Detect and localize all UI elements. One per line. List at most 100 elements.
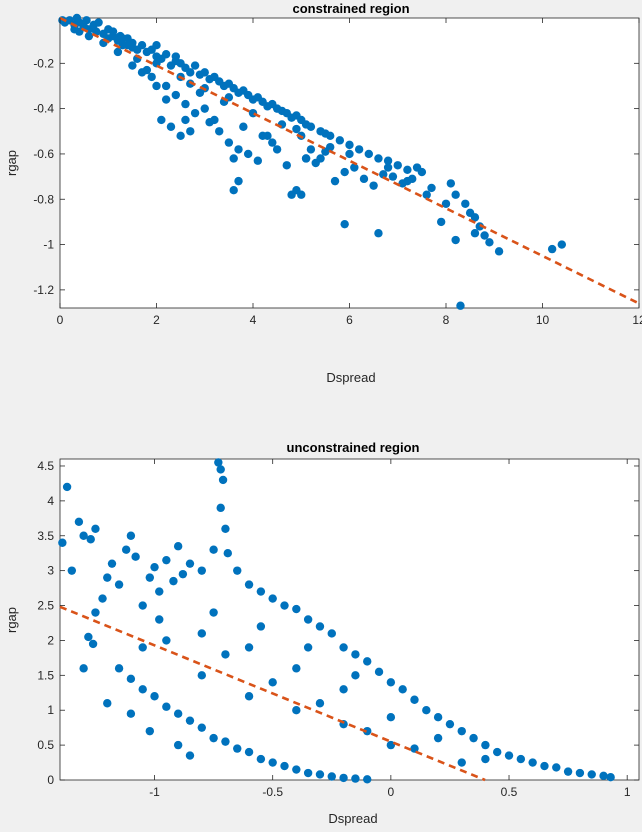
data-point — [363, 657, 372, 666]
data-point — [221, 650, 230, 659]
y-tick-label: 2.5 — [37, 599, 54, 613]
data-point — [494, 247, 504, 256]
data-point — [552, 763, 561, 772]
data-point — [470, 213, 480, 222]
data-point — [155, 615, 164, 624]
x-axis-ticks: 0 2 4 6 8 10 12 — [57, 18, 642, 327]
data-point — [547, 244, 557, 254]
data-point — [197, 629, 206, 638]
data-point — [243, 149, 253, 159]
data-point — [469, 733, 478, 743]
data-point — [422, 190, 431, 199]
data-point — [393, 161, 402, 170]
data-point — [383, 156, 393, 165]
data-point — [386, 712, 396, 722]
data-point — [303, 768, 313, 778]
y-tick-label: -1.2 — [33, 283, 54, 297]
data-point — [147, 72, 156, 82]
scatter-points — [58, 458, 615, 784]
data-point — [292, 664, 301, 673]
data-point — [351, 774, 360, 783]
y-axis-ticks: 0 0.5 1 1.5 2 2.5 3 3.5 4 4.5 — [37, 459, 639, 787]
data-point — [457, 726, 466, 736]
x-tick-label: -1 — [149, 785, 160, 799]
data-point — [190, 108, 200, 118]
data-point — [126, 709, 136, 718]
data-point — [422, 706, 431, 715]
data-point — [354, 145, 364, 154]
data-point — [575, 768, 585, 778]
data-point — [345, 140, 354, 150]
data-point — [398, 685, 407, 694]
data-point — [326, 131, 335, 141]
y-tick-label: -0.2 — [33, 56, 54, 70]
data-point — [268, 678, 277, 687]
data-point — [528, 758, 537, 767]
data-point — [138, 643, 147, 652]
data-point — [114, 664, 124, 673]
data-point — [221, 737, 230, 746]
data-point — [185, 716, 195, 725]
data-point — [441, 199, 451, 208]
x-tick-label: 0.5 — [501, 785, 518, 799]
chart-title: constrained region — [292, 1, 409, 16]
data-point — [88, 639, 98, 649]
data-point — [244, 692, 254, 701]
data-point — [244, 643, 254, 652]
data-point — [493, 747, 502, 757]
x-tick-label: 0 — [57, 313, 64, 327]
data-point — [91, 524, 100, 533]
data-point — [157, 115, 166, 125]
data-point — [173, 740, 183, 750]
data-point — [256, 587, 266, 596]
x-tick-label: 6 — [346, 313, 353, 327]
chart-title: unconstrained region — [287, 440, 420, 455]
data-point — [326, 142, 335, 152]
data-point — [171, 90, 180, 100]
data-point — [445, 719, 455, 729]
data-point — [316, 154, 325, 163]
x-axis-label: Dspread — [328, 811, 377, 826]
data-point — [224, 138, 234, 147]
y-tick-label: 3.5 — [37, 529, 54, 543]
data-point — [327, 629, 336, 638]
x-axis-ticks: -1 -0.5 0 0.5 1 — [149, 459, 631, 799]
data-point — [345, 149, 354, 159]
data-point — [258, 131, 267, 141]
data-point — [128, 61, 137, 70]
data-point — [297, 190, 306, 199]
data-point — [67, 566, 77, 575]
y-tick-label: 2 — [47, 633, 54, 647]
data-point — [126, 531, 136, 540]
data-point — [185, 751, 195, 760]
data-point — [214, 458, 223, 467]
data-point — [410, 695, 419, 704]
data-point — [436, 217, 446, 227]
y-axis-ticks: -1.2 -1 -0.8 -0.6 -0.4 -0.2 — [33, 56, 639, 297]
data-point — [335, 136, 345, 145]
data-point — [340, 219, 349, 229]
y-tick-label: -1 — [43, 238, 54, 252]
data-point — [74, 517, 84, 527]
data-point — [62, 482, 72, 492]
data-point — [292, 765, 301, 774]
x-tick-label: 0 — [388, 785, 395, 799]
fit-line — [59, 605, 486, 782]
y-tick-label: 4 — [47, 494, 54, 508]
data-point — [248, 108, 258, 118]
data-point — [82, 16, 91, 25]
data-point — [606, 773, 615, 782]
data-point — [161, 81, 171, 91]
data-point — [114, 580, 124, 589]
data-point — [152, 81, 161, 91]
data-point — [446, 179, 456, 188]
data-point — [178, 569, 188, 579]
x-tick-label: 10 — [536, 313, 550, 327]
data-point — [171, 52, 180, 61]
data-point — [256, 622, 266, 631]
data-point — [142, 65, 152, 75]
data-point — [181, 115, 190, 125]
data-point — [209, 545, 218, 554]
data-point — [173, 542, 183, 551]
